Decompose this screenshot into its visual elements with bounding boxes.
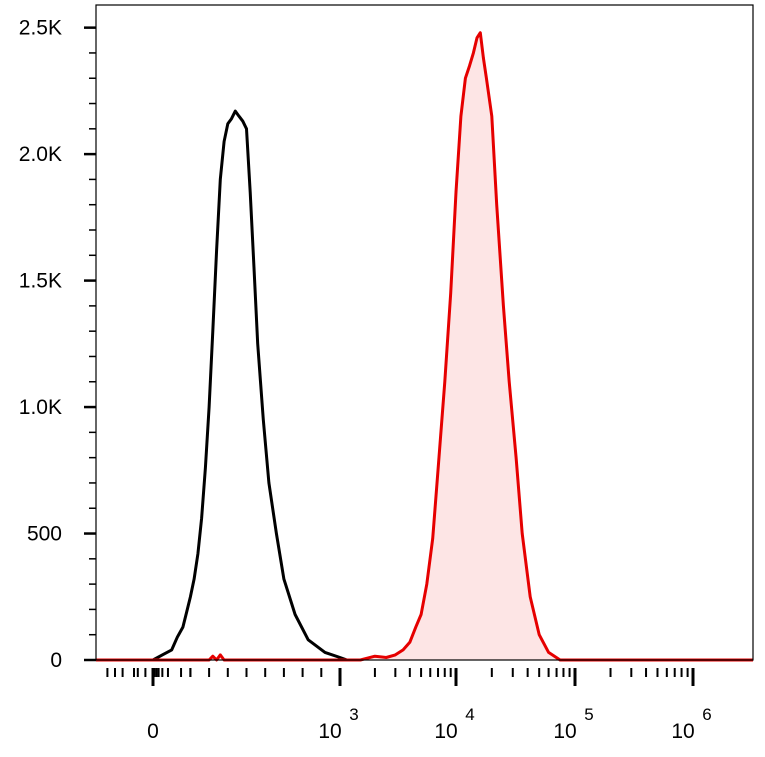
series-0-line <box>152 109 361 662</box>
x-tick-label: 0 <box>147 720 159 743</box>
axis-layer: 0 500 1.0K 1.5K 2.0K 2.5K 0 10 3 10 4 10 5 10 6 <box>19 17 712 743</box>
x-tick-exponent: 3 <box>349 705 358 724</box>
x-tick-label: 10 <box>553 720 576 743</box>
y-tick-label: 2.0K <box>19 143 62 166</box>
x-tick-exponent: 4 <box>465 705 474 724</box>
x-tick-exponent: 6 <box>702 705 711 724</box>
x-tick-label: 10 <box>434 720 457 743</box>
series-1-line <box>96 31 753 662</box>
x-tick-exponent: 5 <box>584 705 593 724</box>
x-tick-label: 10 <box>318 720 341 743</box>
plot-frame <box>95 4 754 661</box>
y-tick-label: 0 <box>50 649 62 672</box>
plot-layer <box>96 31 753 662</box>
y-tick-label: 2.5K <box>19 17 62 40</box>
y-tick-label: 500 <box>27 523 62 546</box>
x-tick-label: 10 <box>671 720 694 743</box>
y-tick-label: 1.5K <box>19 270 62 293</box>
y-tick-label: 1.0K <box>19 396 62 419</box>
series-1-fill <box>96 32 753 660</box>
